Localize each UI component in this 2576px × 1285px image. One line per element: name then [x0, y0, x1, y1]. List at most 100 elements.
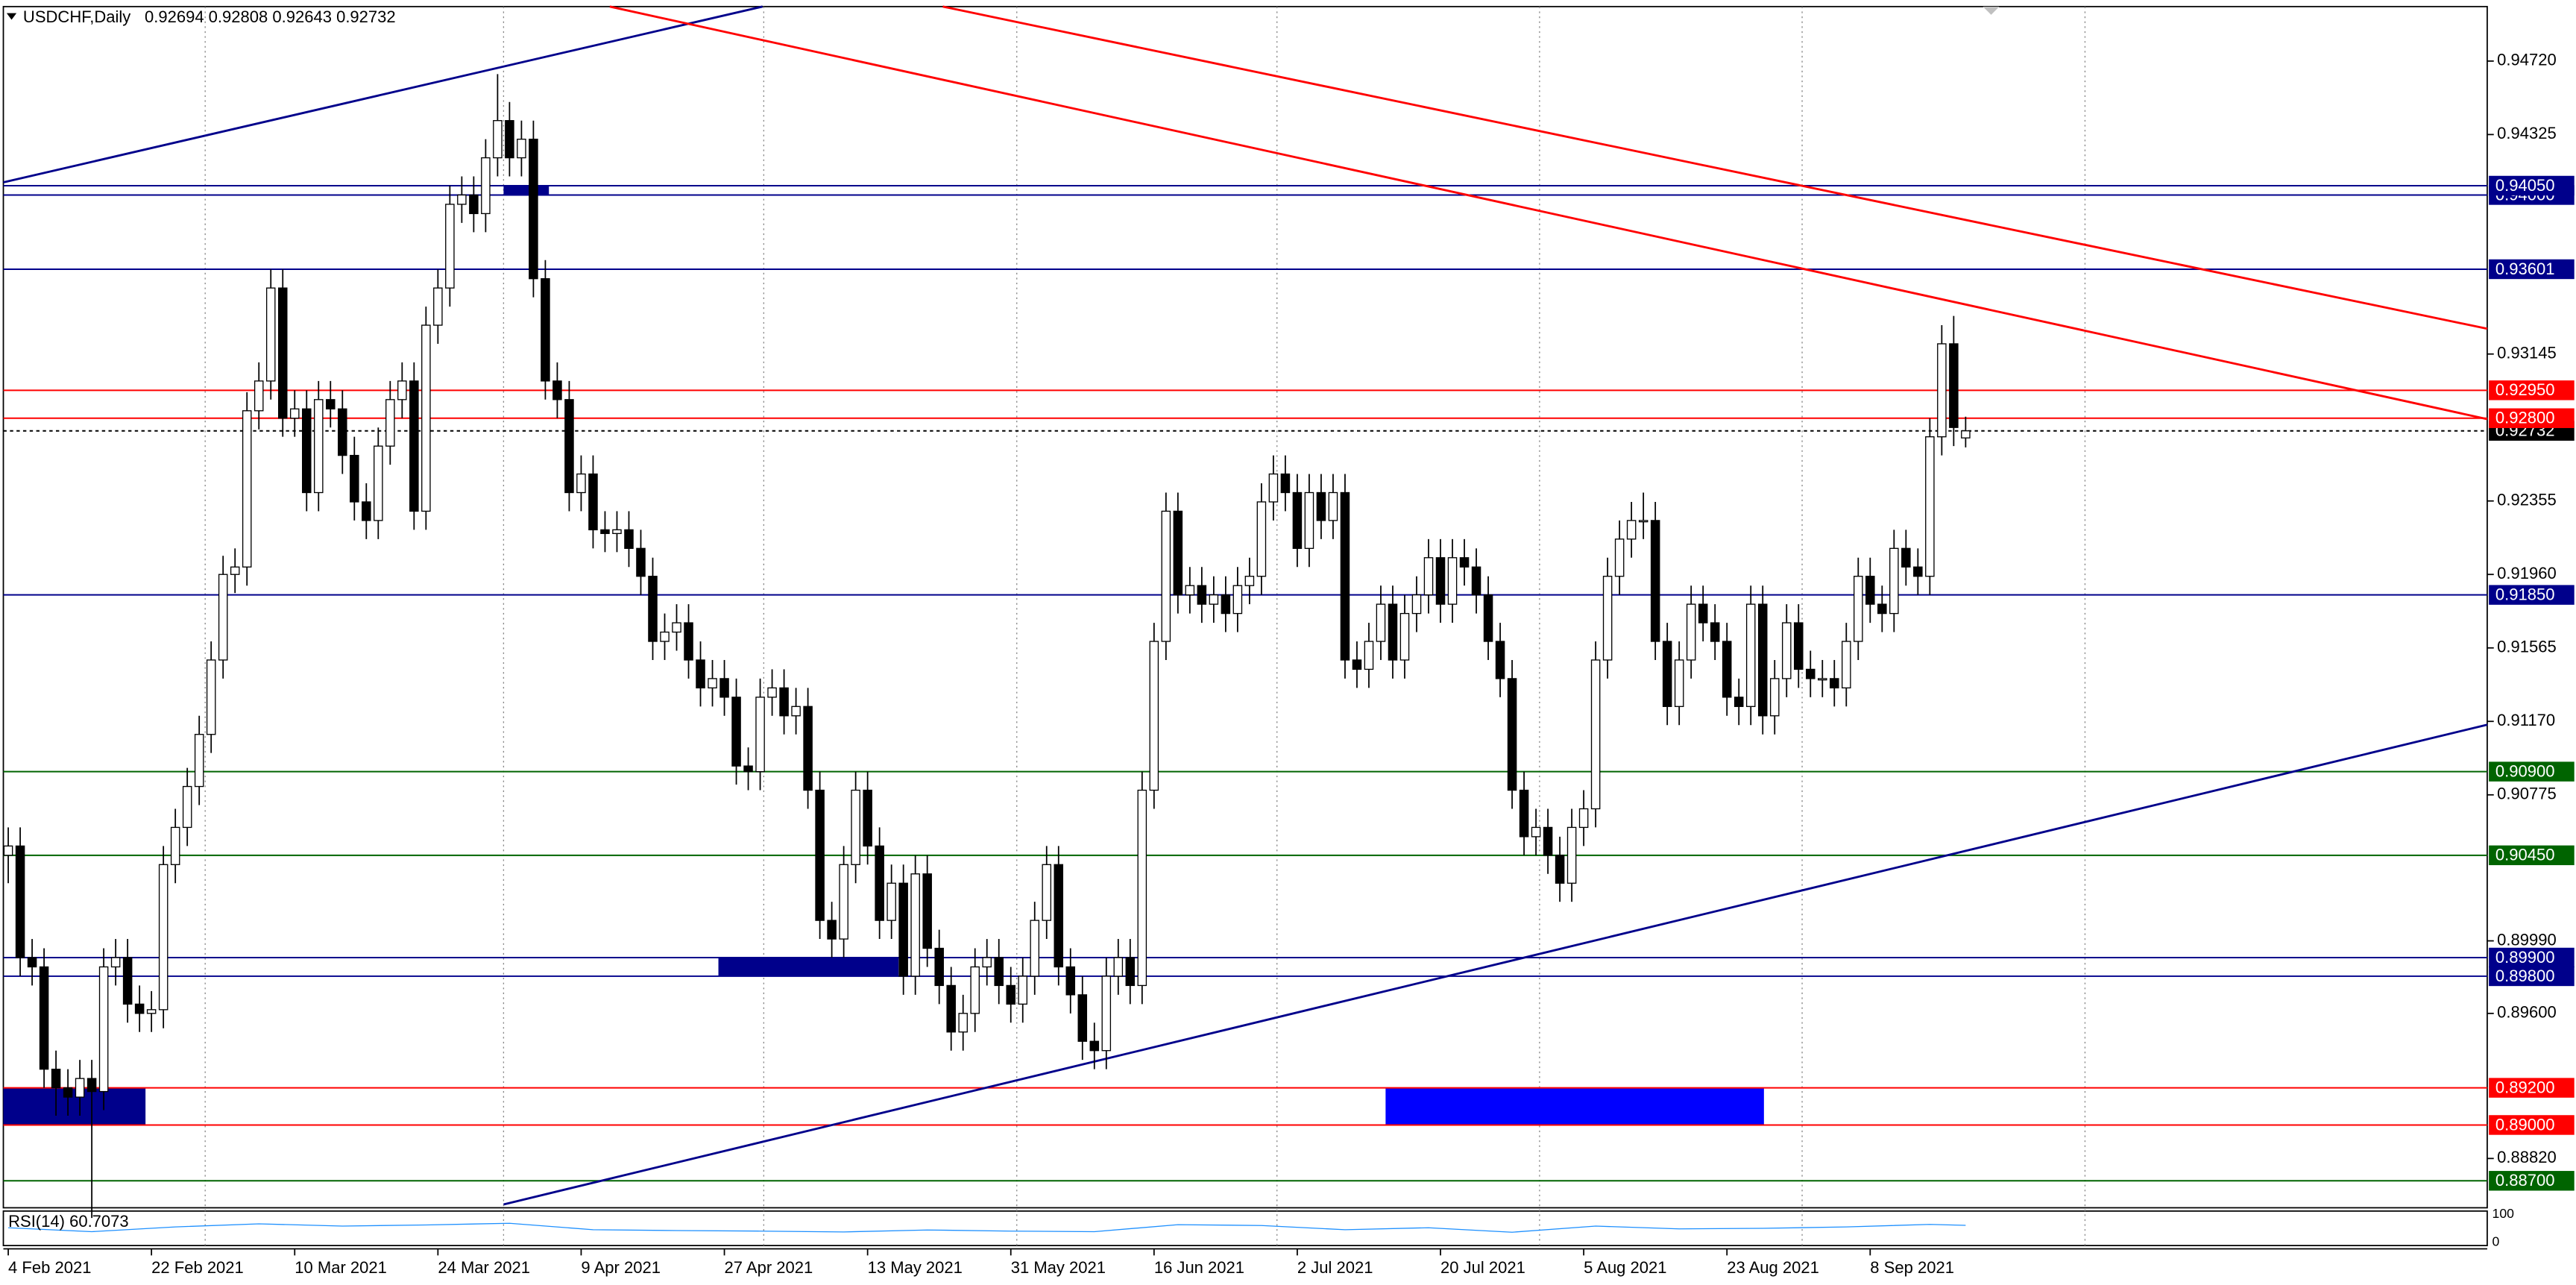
candle-body — [1161, 510, 1171, 642]
x-tick-label: 4 Feb 2021 — [8, 1258, 91, 1277]
candle-body — [696, 659, 705, 689]
candle-body — [863, 789, 872, 847]
candle-body — [1292, 491, 1303, 549]
shift-marker — [1983, 6, 2000, 15]
x-tick-label: 2 Jul 2021 — [1297, 1258, 1373, 1277]
x-tick-label: 24 Mar 2021 — [438, 1258, 530, 1277]
candle-body — [1399, 612, 1410, 661]
main-panel — [2, 5, 2488, 1209]
level-label-box — [2489, 1115, 2575, 1135]
rsi-label: RSI(14) 60.7073 — [8, 1212, 129, 1231]
candle-body — [1197, 585, 1207, 605]
y-tick-label: 0.91960 — [2497, 564, 2557, 582]
candle-body — [982, 957, 992, 968]
candle-body — [1698, 603, 1708, 623]
x-tick-label: 27 Apr 2021 — [725, 1258, 813, 1277]
x-tick-label: 10 Mar 2021 — [295, 1258, 387, 1277]
candle-body — [600, 529, 610, 535]
level-label: 0.92950 — [2495, 380, 2555, 399]
candle-body — [170, 826, 180, 865]
candle-body — [1256, 501, 1267, 577]
candle-body — [338, 408, 347, 456]
candle-body — [457, 194, 467, 205]
level-label: 0.89200 — [2495, 1078, 2555, 1096]
candle-body — [1495, 641, 1505, 679]
rsi-tick-label: 0 — [2492, 1234, 2500, 1248]
candle-body — [552, 380, 562, 400]
candle-body — [1316, 491, 1326, 521]
candle-body — [529, 138, 538, 280]
candle-body — [1364, 641, 1374, 670]
candle-body — [1578, 808, 1589, 829]
level-label: 0.89800 — [2495, 967, 2555, 985]
candle-body — [397, 380, 407, 400]
trendline — [942, 5, 2488, 330]
candle-body — [98, 966, 109, 1093]
zone — [1385, 1087, 1764, 1125]
level-label: 0.88700 — [2495, 1171, 2555, 1190]
candle-body — [1614, 538, 1625, 577]
candle-body — [385, 399, 395, 447]
candle-body — [350, 454, 359, 503]
candle-body — [672, 622, 681, 633]
x-tick-label: 9 Apr 2021 — [581, 1258, 661, 1277]
candle-body — [1185, 585, 1195, 596]
candle-body — [1411, 594, 1422, 615]
y-tick-label: 0.91170 — [2497, 711, 2555, 729]
candle-body — [1818, 678, 1827, 681]
candle-body — [541, 278, 550, 382]
zone — [3, 1087, 146, 1125]
candle-body — [1471, 566, 1481, 596]
candle-body — [1662, 641, 1672, 707]
candle-body — [326, 399, 336, 409]
level-label-box — [2489, 1078, 2575, 1098]
candle-body — [146, 1009, 157, 1014]
candle-body — [731, 697, 741, 767]
candle-body — [648, 576, 658, 642]
candle-body — [314, 399, 324, 494]
candle-body — [934, 947, 944, 987]
candle-body — [1865, 576, 1875, 605]
y-tick-label: 0.91565 — [2497, 638, 2557, 656]
candle-body — [958, 1013, 968, 1033]
x-tick-label: 8 Sep 2021 — [1870, 1258, 1954, 1277]
candle-body — [576, 473, 586, 494]
candle-body — [1626, 520, 1637, 540]
candle-body — [1889, 547, 1899, 615]
candle-body — [684, 622, 693, 661]
candle-body — [875, 845, 884, 921]
candle-body — [469, 194, 479, 215]
candle-body — [122, 957, 133, 1005]
candle-body — [1244, 576, 1255, 586]
candle-body — [409, 380, 419, 512]
level-label-box — [2489, 947, 2575, 968]
candle-body — [564, 399, 574, 494]
candle-body — [1543, 826, 1553, 856]
zone — [718, 957, 899, 976]
candle-body — [1483, 594, 1493, 642]
candle-body — [1602, 576, 1613, 661]
candle-body — [803, 706, 813, 791]
candle-body — [1925, 436, 1935, 577]
rsi-tick-label: 100 — [2492, 1206, 2515, 1221]
level-label-box — [2489, 380, 2575, 400]
level-label: 0.89000 — [2495, 1115, 2555, 1134]
candle-body — [827, 920, 837, 940]
level-label: 0.90900 — [2495, 762, 2555, 781]
candle-body — [743, 765, 753, 773]
candle-body — [815, 789, 825, 921]
quote: 0.92694 0.92808 0.92643 0.92732 — [145, 7, 396, 26]
trendline — [3, 5, 763, 183]
trendlines — [3, 5, 2488, 1206]
level-label-box — [2489, 259, 2575, 280]
candle-body — [230, 566, 240, 575]
candle-body — [1101, 975, 1112, 1052]
x-tick-label: 13 May 2021 — [868, 1258, 963, 1277]
candle-body — [1209, 594, 1219, 605]
candle-body — [1077, 994, 1088, 1042]
candle-body — [1913, 566, 1923, 577]
candle-body — [1507, 678, 1517, 791]
